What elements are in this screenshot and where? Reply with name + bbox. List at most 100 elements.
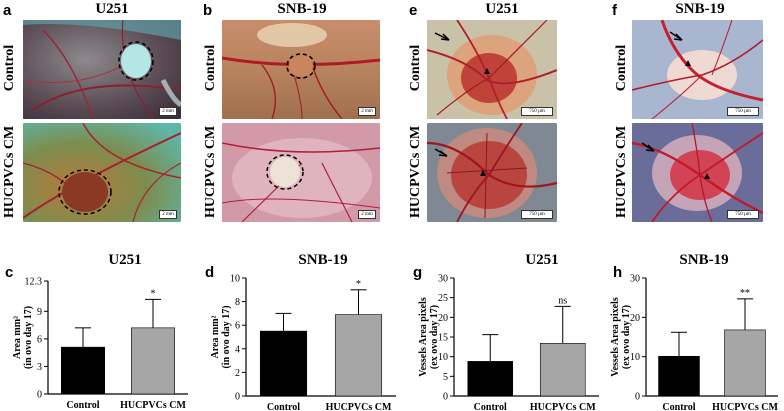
panel-f-row-label-cm: HUCPVCs CM — [614, 125, 629, 218]
bar-hucpvcs-cm — [539, 342, 586, 397]
chart-title: SNB-19 — [298, 252, 347, 268]
y-axis-label: Vessels Area pixels — [418, 297, 429, 377]
y-tick-label: 2 — [235, 368, 240, 379]
panel-a-row-label-control: Control — [2, 44, 17, 92]
chart-title: U251 — [525, 252, 558, 268]
panel-label-e: e — [409, 2, 418, 19]
panel-b-title: SNB-19 — [277, 1, 327, 17]
y-tick-label: 0 — [235, 392, 240, 403]
panel-label-b: b — [203, 2, 213, 19]
bar-control — [467, 361, 514, 397]
y-tick-label: 6 — [37, 334, 42, 345]
y-tick-label: 8 — [235, 297, 240, 308]
significance-mark: * — [151, 288, 156, 299]
y-axis-label: Area mm² — [210, 315, 221, 358]
significance-mark: * — [356, 279, 361, 290]
x-category-label: Control — [267, 402, 300, 411]
x-category-label: HUCPVCs CM — [530, 402, 596, 411]
y-tick-label: 25 — [438, 293, 448, 304]
scale-bar: 2 mm — [358, 210, 376, 219]
x-category-label: Control — [662, 402, 695, 411]
y-tick-label: 5 — [443, 372, 448, 383]
panel-label-d: d — [205, 264, 215, 281]
scale-bar: 750 µm — [521, 107, 553, 116]
panel-label-g: g — [413, 264, 423, 281]
panel-e-control-photo: 750 µm — [427, 20, 557, 119]
y-tick-label: 10 — [630, 352, 640, 363]
panel-label-h: h — [613, 264, 623, 281]
egg-membrane-image — [632, 123, 763, 222]
scale-bar: 2 mm — [358, 107, 376, 116]
panel-f-control-photo: 750 µm — [632, 20, 763, 119]
y-axis-label-sub: (in ovo day 17) — [221, 305, 232, 368]
y-axis-label-sub: (ex ovo day 17) — [621, 305, 632, 369]
y-tick-label: 12.3 — [25, 277, 43, 288]
y-tick-label: 20 — [630, 313, 640, 324]
egg-membrane-image — [222, 20, 380, 119]
panel-a-row-label-cm: HUCPVCs CM — [2, 125, 17, 218]
bar-control — [259, 330, 308, 397]
panel-label-a: a — [3, 2, 12, 19]
bar-chart-g: U251 0 5 10 15 20 25 30 Vessels Area pixels (ex o… — [418, 252, 599, 411]
y-axis-label: Vessels Area pixels — [610, 297, 621, 377]
bar-chart-h: SNB-19 0 10 20 30 Vessels Area pixels (ex ovo … — [610, 252, 778, 411]
x-category-label: HUCPVCs CM — [120, 400, 186, 411]
egg-membrane-image — [222, 123, 380, 222]
panel-e-cm-photo: 750 µm — [427, 123, 557, 222]
y-tick-label: 30 — [630, 274, 640, 285]
egg-membrane-image — [632, 20, 763, 119]
egg-membrane-image — [23, 123, 181, 222]
panel-e-row-label-cm: HUCPVCs CM — [408, 125, 423, 218]
x-category-label: HUCPVCs CM — [712, 402, 778, 411]
bar-control — [658, 355, 700, 397]
panel-f-title: SNB-19 — [675, 1, 725, 17]
bar-hucpvcs-cm — [334, 314, 383, 397]
significance-mark: ** — [740, 288, 750, 299]
y-tick-label: 0 — [37, 390, 42, 401]
panel-a-cm-photo: 2 mm — [23, 123, 181, 222]
y-tick-label: 4 — [235, 344, 240, 355]
panel-label-c: c — [5, 264, 14, 281]
panel-f-cm-photo: 750 µm — [632, 123, 763, 222]
x-category-label: Control — [66, 400, 99, 411]
y-tick-label: 30 — [438, 274, 448, 285]
panel-label-f: f — [612, 2, 617, 19]
scale-bar: 2 mm — [159, 210, 177, 219]
bar-chart-c: U251 0 3 6 9 12.3 Area mm² (in ovo day 17) Contr… — [12, 252, 188, 411]
y-tick-label: 0 — [635, 392, 640, 403]
panel-e-title: U251 — [485, 1, 519, 17]
y-tick-label: 20 — [438, 313, 448, 324]
scale-bar: 750 µm — [521, 210, 553, 219]
panel-b-row-label-control: Control — [203, 44, 218, 92]
y-tick-label: 10 — [438, 352, 448, 363]
x-category-label: Control — [474, 402, 507, 411]
y-tick-label: 6 — [235, 321, 240, 332]
panel-a-title: U251 — [95, 1, 129, 17]
y-tick-label: 9 — [37, 307, 42, 318]
y-axis-label-sub: (ex ovo day 17) — [429, 305, 440, 369]
bar-chart-d: SNB-19 0 2 4 6 8 10 Area mm² (in ovo day 17) Cont… — [210, 252, 396, 411]
x-category-label: HUCPVCs CM — [326, 402, 392, 411]
chart-title: U251 — [108, 252, 141, 268]
significance-mark: ns — [558, 295, 567, 306]
y-tick-label: 0 — [443, 392, 448, 403]
panel-b-row-label-cm: HUCPVCs CM — [203, 125, 218, 218]
y-axis-label: Area mm² — [12, 316, 23, 359]
egg-membrane-image — [23, 20, 181, 119]
panel-f-row-label-control: Control — [614, 44, 629, 92]
y-tick-label: 15 — [438, 333, 448, 344]
panel-b-cm-photo: 2 mm — [222, 123, 380, 222]
egg-membrane-image — [427, 123, 557, 222]
panel-b-control-photo: 2 mm — [222, 20, 380, 119]
y-tick-label: 3 — [37, 362, 42, 373]
bar-control — [60, 346, 106, 395]
chart-title: SNB-19 — [679, 252, 728, 268]
panel-a-control-photo: 2 mm — [23, 20, 181, 119]
y-tick-label: 10 — [230, 274, 240, 285]
panel-e-row-label-control: Control — [408, 44, 423, 92]
scale-bar: 750 µm — [727, 107, 759, 116]
scale-bar: 750 µm — [727, 210, 759, 219]
y-axis-label-sub: (in ovo day 17) — [23, 306, 34, 369]
egg-membrane-image — [427, 20, 557, 119]
bar-hucpvcs-cm — [131, 327, 176, 395]
